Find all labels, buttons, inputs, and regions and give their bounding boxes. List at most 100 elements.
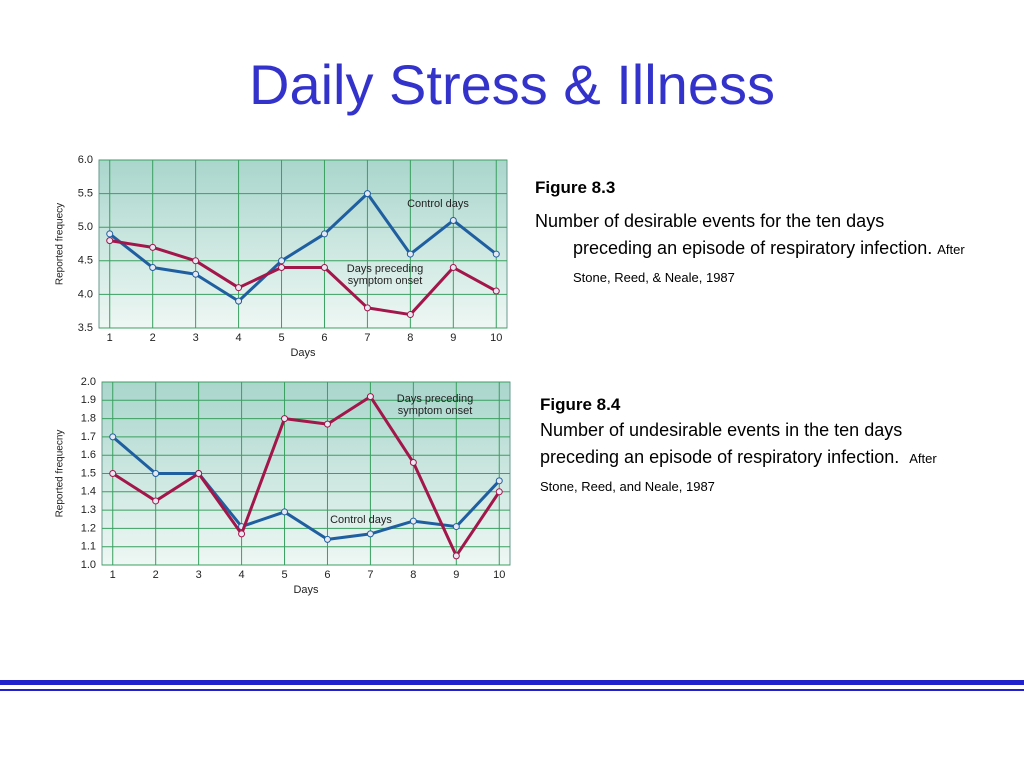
y-axis-label: Reported frequecy [55,203,66,285]
x-tick-label: 3 [193,332,199,344]
series-line [111,395,501,558]
data-point [152,470,160,477]
series-line [108,192,498,303]
y-axis-label: Reported frequecny [55,430,66,518]
y-tick-label: 1.6 [81,449,96,461]
data-point [452,552,460,560]
x-tick-label: 4 [236,332,242,344]
x-tick-label: 5 [278,332,284,344]
y-tick-label: 1.8 [81,413,96,425]
y-tick-label: 5.5 [78,188,93,200]
data-point [106,237,114,245]
figure-text-block: Number of desirable events for the ten d… [535,208,965,291]
x-tick-label: 8 [410,569,416,581]
data-point [238,530,246,538]
figure-label: Figure 8.3 [535,178,616,197]
data-point [452,523,460,531]
data-point [323,420,331,428]
data-point [492,250,500,258]
x-tick-label: 4 [239,569,245,581]
data-point [406,311,414,319]
x-tick-label: 8 [407,332,413,344]
x-tick-label: 3 [196,569,202,581]
y-tick-label: 5.0 [78,221,93,233]
x-tick-label: 6 [321,332,327,344]
x-tick-label: 9 [450,332,456,344]
figure-source: After Stone, Reed, and Neale, 1987 [540,451,937,494]
data-point [406,250,414,258]
data-point [449,264,457,272]
data-point [323,535,331,543]
data-point [320,230,328,238]
slide-title: Daily Stress & Illness [249,53,775,116]
y-tick-label: 2.0 [81,376,96,388]
data-point [495,488,503,496]
series-line [111,435,501,541]
figure-label: Figure 8.4 [540,395,621,414]
x-axis-label: Days [293,584,319,596]
data-point [409,459,417,467]
y-tick-label: 1.7 [81,431,96,443]
figure-caption: Figure 8.3 Number of desirable events fo… [535,178,965,291]
data-point [495,477,503,485]
data-point [363,304,371,312]
data-point [152,497,160,505]
x-tick-label: 7 [367,569,373,581]
x-tick-label: 6 [324,569,330,581]
y-tick-label: 1.9 [81,394,96,406]
series-label: Days preceding symptom onset [346,263,424,287]
y-tick-label: 4.0 [78,288,93,300]
data-point [492,287,500,295]
data-point [281,415,289,423]
figure-text: Number of undesirable events in the ten … [540,420,903,467]
x-tick-label: 1 [110,569,116,581]
data-point [278,257,286,265]
data-point [149,264,157,272]
x-tick-label: 7 [364,332,370,344]
data-point [235,284,243,292]
data-point [366,393,374,401]
x-tick-label: 9 [453,569,459,581]
data-point [366,530,374,538]
plot-area [98,159,508,329]
y-tick-label: 6.0 [78,154,93,166]
data-point [109,470,117,477]
data-point [109,433,117,441]
data-point [192,257,200,265]
figure-text-block: Number of undesirable events in the ten … [540,417,970,500]
figure-text: Number of desirable events for the ten d… [535,211,933,258]
x-tick-label: 5 [281,569,287,581]
y-tick-label: 1.5 [81,467,96,479]
x-tick-label: 10 [493,569,505,581]
data-point [363,190,371,198]
series-label: Control days [330,514,392,526]
data-point [320,264,328,272]
y-tick-label: 3.5 [78,322,93,334]
y-tick-label: 1.1 [81,541,96,553]
y-tick-label: 4.5 [78,255,93,267]
data-point [149,243,157,251]
y-tick-label: 1.2 [81,522,96,534]
data-point [106,230,114,238]
data-point [235,297,243,305]
series-label: Control days [407,198,469,210]
rule [0,680,1024,685]
series-line [109,239,497,317]
data-point [449,216,457,224]
figure-source: After Stone, Reed, & Neale, 1987 [573,242,965,285]
data-point [278,264,286,272]
data-point [192,270,200,278]
data-point [409,517,417,525]
x-tick-label: 1 [107,332,113,344]
y-tick-label: 1.3 [81,504,96,516]
y-tick-label: 1.0 [81,559,96,571]
x-tick-label: 10 [490,332,502,344]
x-axis-label: Days [290,347,316,359]
x-tick-label: 2 [150,332,156,344]
y-tick-label: 1.4 [81,486,96,498]
x-tick-label: 2 [153,569,159,581]
data-point [195,470,203,477]
data-point [281,508,289,516]
